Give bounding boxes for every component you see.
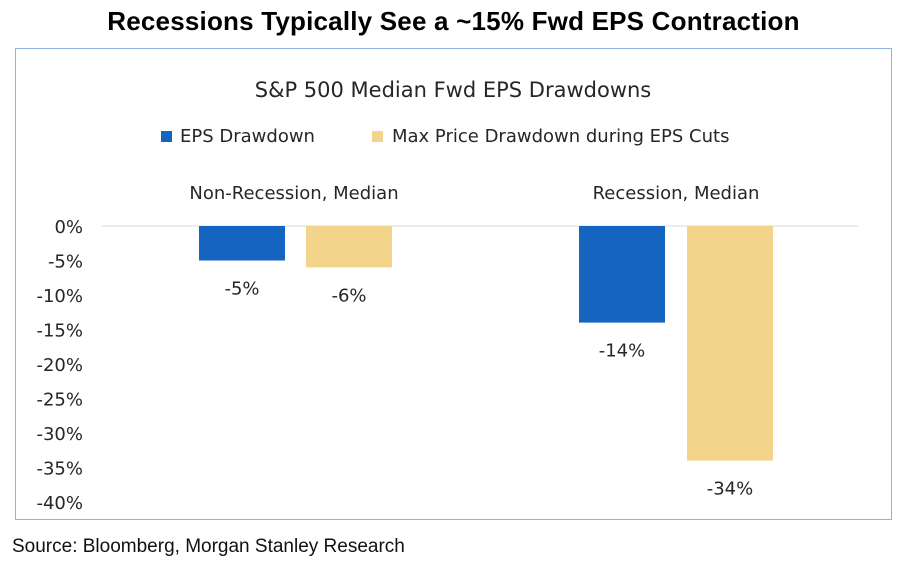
- legend-label: EPS Drawdown: [180, 126, 315, 147]
- legend-swatch: [161, 131, 172, 142]
- legend: EPS Drawdown Max Price Drawdown during EP…: [161, 126, 729, 147]
- data-label: -34%: [707, 479, 754, 500]
- y-tick-label: -30%: [36, 424, 83, 445]
- legend-swatch: [372, 131, 383, 142]
- bar: [579, 226, 665, 323]
- y-tick-label: -25%: [36, 390, 83, 411]
- y-axis: 0% -5% -10% -15% -20% -25% -30% -35% -40%: [36, 217, 858, 514]
- bar-chart: S&P 500 Median Fwd EPS Drawdowns EPS Dra…: [36, 78, 858, 514]
- bar: [306, 226, 392, 268]
- source-note: Source: Bloomberg, Morgan Stanley Resear…: [12, 536, 405, 557]
- y-tick-label: -10%: [36, 286, 83, 307]
- data-label: -14%: [599, 341, 646, 362]
- bars: [199, 226, 773, 461]
- bar: [199, 226, 285, 261]
- chart-title: S&P 500 Median Fwd EPS Drawdowns: [255, 78, 652, 102]
- y-tick-label: -5%: [48, 252, 83, 273]
- category-label: Non-Recession, Median: [189, 183, 398, 204]
- data-label: -5%: [224, 279, 259, 300]
- chart-frame: S&P 500 Median Fwd EPS Drawdowns EPS Dra…: [15, 48, 892, 520]
- category-labels: Non-Recession, Median Recession, Median: [189, 183, 759, 204]
- page-title: Recessions Typically See a ~15% Fwd EPS …: [107, 6, 800, 36]
- y-tick-label: 0%: [54, 217, 83, 238]
- y-tick-label: -40%: [36, 493, 83, 514]
- y-tick-label: -15%: [36, 321, 83, 342]
- y-tick-label: -20%: [36, 355, 83, 376]
- data-labels: -5% -6% -14% -34%: [224, 279, 753, 500]
- legend-label: Max Price Drawdown during EPS Cuts: [392, 126, 729, 147]
- bar: [687, 226, 773, 461]
- y-tick-label: -35%: [36, 459, 83, 480]
- category-label: Recession, Median: [593, 183, 760, 204]
- data-label: -6%: [331, 285, 366, 306]
